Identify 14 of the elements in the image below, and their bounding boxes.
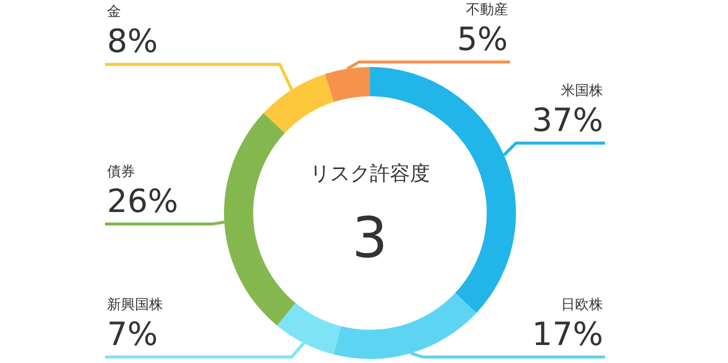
data-label: 8%	[107, 22, 158, 60]
text: リスク許容度	[310, 161, 430, 185]
slice-label: 金	[107, 4, 121, 20]
slice-label: 米国株	[561, 83, 603, 99]
slice-label: 不動産	[466, 2, 508, 18]
data-label: 37%	[532, 101, 604, 139]
data-label: 7%	[107, 315, 158, 353]
slice-label: 新興国株	[107, 297, 163, 313]
data-label: 5%	[457, 20, 508, 58]
data-label: 26%	[107, 182, 178, 220]
text: 3	[352, 206, 388, 271]
data-label: 17%	[532, 315, 604, 353]
slice-label: 債券	[107, 164, 135, 180]
slice-label: 日欧株	[561, 297, 603, 313]
